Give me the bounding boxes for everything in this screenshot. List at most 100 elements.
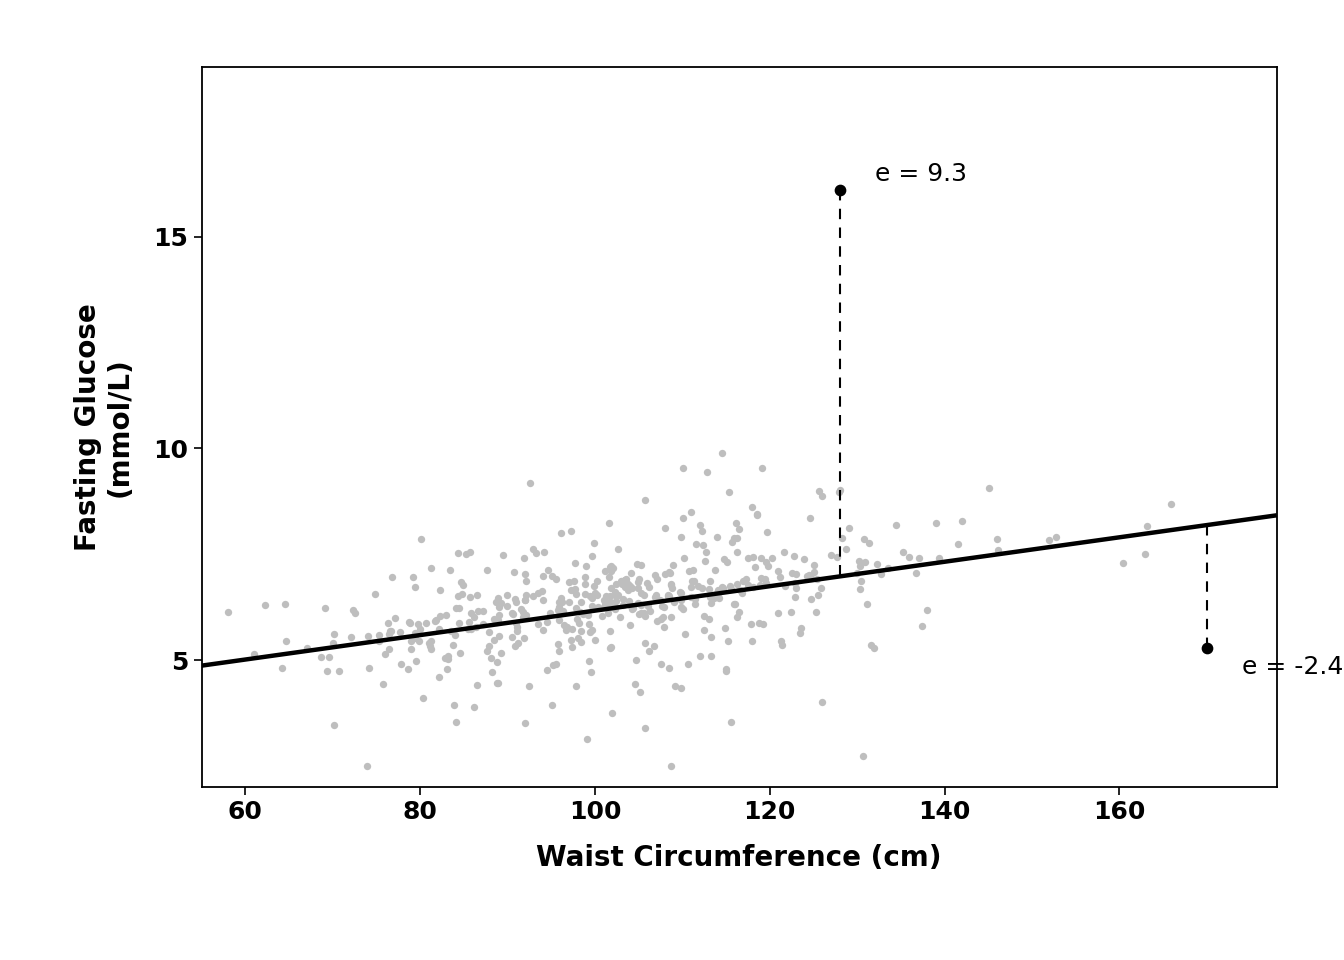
Point <box>560 582 582 597</box>
Point <box>605 588 626 604</box>
Point <box>866 556 887 571</box>
Point <box>276 634 297 649</box>
Point <box>552 604 574 619</box>
Point <box>487 675 508 690</box>
Point <box>755 571 777 587</box>
Point <box>466 588 488 603</box>
Point <box>907 550 929 565</box>
Point <box>513 631 535 646</box>
Point <box>460 621 481 636</box>
Point <box>546 571 567 587</box>
Point <box>558 574 579 589</box>
Point <box>599 623 621 638</box>
Point <box>727 531 749 546</box>
Point <box>718 633 739 648</box>
Point <box>398 661 419 677</box>
Point <box>806 571 828 587</box>
Point <box>563 581 585 596</box>
Point <box>863 640 884 656</box>
Point <box>532 592 554 608</box>
Point <box>645 589 667 605</box>
Point <box>599 599 621 614</box>
Point <box>657 588 679 603</box>
Point <box>548 600 570 615</box>
Point <box>328 663 349 679</box>
Point <box>664 679 685 694</box>
Point <box>453 577 474 592</box>
Point <box>547 636 569 652</box>
Point <box>626 595 648 611</box>
Point <box>784 589 805 605</box>
Point <box>427 670 449 685</box>
Point <box>704 563 726 578</box>
Point <box>503 564 524 579</box>
Point <box>487 590 508 606</box>
Point <box>487 614 508 630</box>
Point <box>567 630 589 645</box>
Point <box>468 604 489 619</box>
Point <box>464 610 485 625</box>
Point <box>599 594 621 610</box>
Point <box>583 578 605 593</box>
Point <box>562 639 583 655</box>
Point <box>755 575 777 590</box>
Point <box>507 636 528 651</box>
Point <box>692 538 714 553</box>
Point <box>1134 546 1156 562</box>
Point <box>649 593 671 609</box>
Point <box>1136 518 1157 534</box>
Point <box>454 546 476 562</box>
Point <box>731 585 753 600</box>
Point <box>407 616 429 632</box>
Point <box>688 578 710 593</box>
Point <box>488 608 509 623</box>
Point <box>886 517 907 533</box>
Point <box>461 606 482 621</box>
Point <box>317 649 339 664</box>
Point <box>789 625 810 640</box>
Point <box>691 523 712 539</box>
Point <box>532 568 554 584</box>
Point <box>986 531 1008 546</box>
Point <box>435 608 457 623</box>
Point <box>784 576 805 591</box>
Point <box>566 587 587 602</box>
Point <box>582 622 603 637</box>
Point <box>378 641 399 657</box>
Point <box>548 594 570 610</box>
Point <box>507 624 528 639</box>
Point <box>368 633 390 648</box>
Point <box>711 444 732 460</box>
Point <box>439 623 461 638</box>
Point <box>609 609 630 624</box>
Point <box>457 621 478 636</box>
Point <box>820 547 841 563</box>
Point <box>699 611 720 626</box>
Point <box>660 578 681 593</box>
Point <box>761 550 782 565</box>
Point <box>548 612 570 628</box>
Point <box>550 590 571 606</box>
Point <box>797 568 818 584</box>
Point <box>560 632 582 647</box>
Point <box>857 535 879 550</box>
Point <box>732 574 754 589</box>
Point <box>876 561 898 576</box>
Point <box>449 615 470 631</box>
Point <box>378 615 399 631</box>
Point <box>722 535 743 550</box>
Point <box>271 660 293 676</box>
Point <box>401 641 422 657</box>
Point <box>407 634 429 649</box>
Point <box>801 570 823 586</box>
Point <box>832 530 853 545</box>
Point <box>425 612 446 628</box>
Point <box>948 536 969 551</box>
Point <box>782 565 804 581</box>
Point <box>323 626 344 641</box>
Point <box>630 605 652 620</box>
Point <box>516 588 538 603</box>
Point <box>707 589 728 605</box>
Point <box>620 578 641 593</box>
Point <box>620 617 641 633</box>
